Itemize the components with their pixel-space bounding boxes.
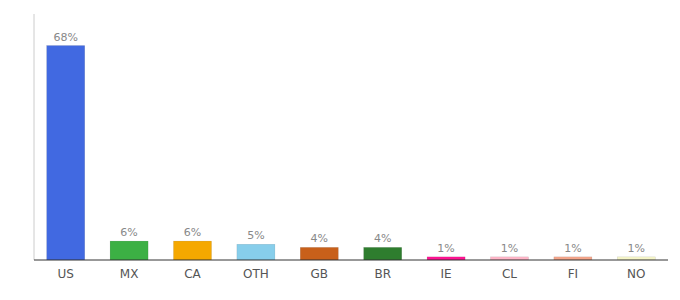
data-label: 5% [247,229,264,242]
data-label: 6% [120,226,137,239]
x-tick-label: GB [311,267,329,281]
x-tick-label: FI [568,267,578,281]
data-label: 4% [374,232,391,245]
x-tick-label: OTH [243,267,269,281]
bar [237,244,275,260]
x-tick-label: BR [374,267,391,281]
x-tick-label: MX [120,267,139,281]
x-tick-label: NO [627,267,645,281]
y-axis-line [34,14,35,260]
bars [47,46,656,260]
data-label: 6% [184,226,201,239]
data-label: 1% [628,242,645,255]
x-tick-label: CL [502,267,517,281]
chart-container: US MX CA OTH GB BR IE CL FI NO 68% 6% 6% 5% 4% 4% 1% 1% 1%… [0,0,680,300]
bar [47,46,85,260]
x-tick-label: US [57,267,73,281]
data-label: 1% [437,242,454,255]
bar [364,247,402,260]
data-label: 1% [501,242,518,255]
x-tick-label: CA [184,267,201,281]
bar [173,241,211,260]
chart: US MX CA OTH GB BR IE CL FI NO 68% 6% 6% 5% 4% 4% 1% 1% 1%… [0,0,680,300]
bar [110,241,148,260]
data-label: 68% [53,31,77,44]
data-label: 4% [311,232,328,245]
data-label: 1% [564,242,581,255]
bar [300,247,338,260]
x-tick-label: IE [441,267,452,281]
x-axis-line [34,260,668,261]
